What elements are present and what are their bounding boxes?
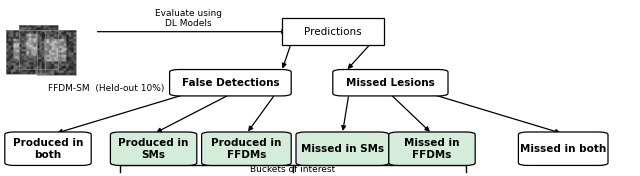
FancyBboxPatch shape [170,70,291,96]
Text: Missed in both: Missed in both [520,144,606,154]
Text: Produced in
SMs: Produced in SMs [118,138,189,159]
FancyBboxPatch shape [518,132,608,165]
FancyBboxPatch shape [333,70,448,96]
FancyBboxPatch shape [5,132,92,165]
FancyBboxPatch shape [110,132,197,165]
Text: False Detections: False Detections [182,78,279,88]
FancyBboxPatch shape [202,132,291,165]
Text: Predictions: Predictions [304,27,362,37]
Text: Missed in SMs: Missed in SMs [301,144,384,154]
FancyBboxPatch shape [296,132,389,165]
Text: Evaluate using
DL Models: Evaluate using DL Models [156,9,222,28]
Text: Buckets of interest: Buckets of interest [250,165,335,174]
FancyBboxPatch shape [389,132,476,165]
Text: Produced in
FFDMs: Produced in FFDMs [211,138,282,159]
FancyBboxPatch shape [282,18,384,45]
Text: Produced in
both: Produced in both [13,138,83,159]
Text: FFDM-SM  (Held-out 10%): FFDM-SM (Held-out 10%) [48,84,164,93]
Text: Missed in
FFDMs: Missed in FFDMs [404,138,460,159]
Text: Missed Lesions: Missed Lesions [346,78,435,88]
